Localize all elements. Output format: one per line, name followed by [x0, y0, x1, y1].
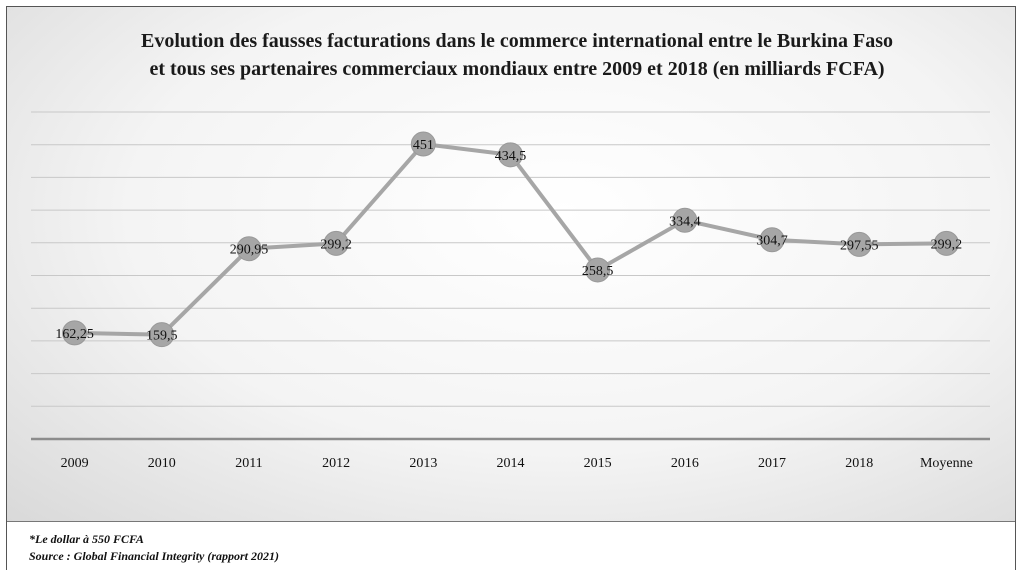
- data-label: 334,4: [669, 214, 701, 229]
- chart-area: Evolution des fausses facturations dans …: [7, 7, 1015, 521]
- x-tick-label: 2013: [409, 456, 437, 471]
- x-tick-label: 2010: [148, 456, 176, 471]
- currency-note: *Le dollar à 550 FCFA: [29, 532, 144, 546]
- x-tick-label: 2014: [497, 456, 525, 471]
- x-tick-label: 2016: [671, 456, 699, 471]
- chart-title-line-2: et tous ses partenaires commerciaux mond…: [149, 58, 885, 80]
- data-label: 299,2: [320, 237, 352, 252]
- x-tick-label: 2011: [235, 456, 262, 471]
- data-point: [846, 231, 872, 257]
- data-label: 434,5: [495, 149, 527, 164]
- x-tick-label: Moyenne: [920, 456, 973, 471]
- x-tick-label: 2015: [584, 456, 612, 471]
- data-point: [62, 320, 88, 346]
- x-tick-label: 2009: [61, 456, 89, 471]
- data-point: [323, 230, 349, 256]
- chart-footer: *Le dollar à 550 FCFA Source : Global Fi…: [7, 521, 1015, 570]
- data-label: 299,2: [931, 237, 963, 252]
- data-label: 162,25: [55, 327, 94, 342]
- data-point: [759, 227, 785, 253]
- data-label: 304,7: [756, 234, 788, 249]
- data-point: [933, 230, 959, 256]
- data-label: 290,95: [230, 243, 269, 258]
- chart-title: Evolution des fausses facturations dans …: [67, 27, 967, 83]
- data-point: [585, 257, 611, 283]
- data-label: 451: [413, 138, 434, 153]
- series-line: [74, 142, 947, 337]
- data-label: 159,5: [146, 329, 178, 344]
- x-tick-label: 2017: [758, 456, 786, 471]
- x-tick-label: 2012: [322, 456, 350, 471]
- x-tick-label: 2018: [845, 456, 873, 471]
- data-label: 258,5: [582, 264, 614, 279]
- data-point: [498, 142, 523, 168]
- line-chart: 2009 2010 2011 2012 2013 2014 2015 2016 2017 2018…: [31, 111, 990, 471]
- data-point: [672, 207, 698, 233]
- chart-frame: Evolution des fausses facturations dans …: [6, 6, 1016, 570]
- source-note: Source : Global Financial Integrity (rap…: [29, 549, 280, 563]
- data-point: [410, 131, 436, 157]
- data-point: [236, 236, 262, 262]
- data-label: 297,55: [840, 238, 879, 253]
- chart-title-line-1: Evolution des fausses facturations dans …: [140, 30, 894, 52]
- data-point: [149, 322, 175, 348]
